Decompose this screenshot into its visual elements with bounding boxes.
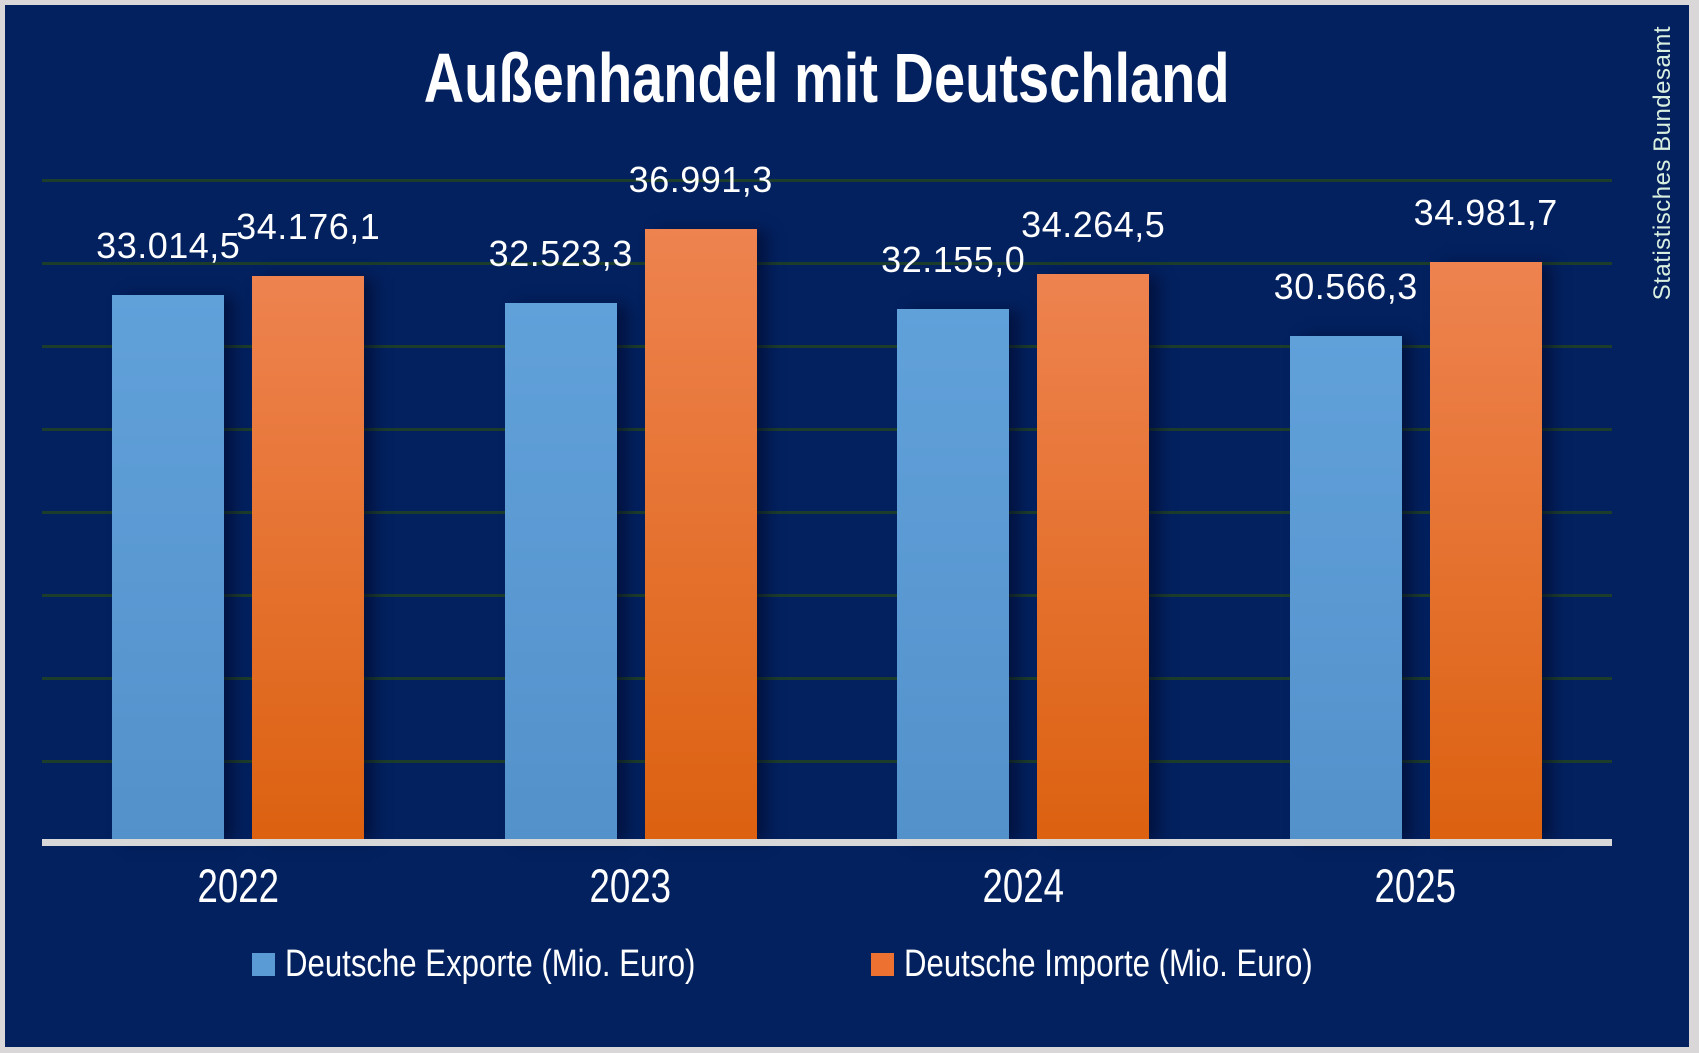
legend-item-imports: Deutsche Importe (Mio. Euro) — [871, 943, 1402, 986]
x-axis-labels: 2022 2023 2024 2025 — [42, 858, 1612, 913]
bar-value-label-export-2024: 32.155,0 — [881, 239, 1026, 281]
x-axis-label-2023: 2023 — [435, 858, 828, 913]
plot-area: 33.014,5 34.176,1 32.523,3 36.991,3 32.1… — [42, 159, 1613, 843]
bar-export-2023: 32.523,3 — [489, 233, 632, 843]
bar-groups: 33.014,5 34.176,1 32.523,3 36.991,3 32.1… — [42, 159, 1613, 843]
legend-swatch-exports-icon — [251, 953, 275, 976]
bar-value-label-import-2024: 34.264,5 — [1021, 204, 1166, 246]
bar-import-2022: 34.176,1 — [236, 206, 380, 843]
x-axis-label-text: 2025 — [1374, 859, 1457, 912]
bar-export-2024: 32.155,0 — [881, 239, 1025, 843]
bar-group-2024: 32.155,0 34.264,5 — [827, 179, 1220, 843]
bar-export-2025: 30.566,3 — [1274, 266, 1417, 843]
bar-group-2023: 32.523,3 36.991,3 — [435, 159, 828, 843]
legend-label-exports-text: Deutsche Exporte (Mio. Euro) — [284, 943, 695, 985]
bar-value-label-import-2022: 34.176,1 — [236, 205, 381, 247]
bar-import-2023: 36.991,3 — [629, 159, 772, 843]
x-axis-line — [42, 839, 1612, 846]
x-axis-label-text: 2022 — [197, 859, 280, 912]
bar-value-label-export-2023: 32.523,3 — [488, 233, 633, 275]
gridline — [42, 594, 1612, 597]
x-axis-label-2022: 2022 — [42, 858, 435, 913]
gridline — [42, 511, 1612, 514]
bar-import-2025: 34.981,7 — [1414, 192, 1557, 843]
x-axis-label-2025: 2025 — [1220, 858, 1613, 913]
bar-value-label-export-2025: 30.566,3 — [1273, 265, 1418, 307]
gridline — [42, 262, 1612, 265]
chart-title: Außenhandel mit Deutschland — [42, 38, 1612, 118]
bar-import-2024: 34.264,5 — [1021, 204, 1165, 843]
bar-value-label-import-2025: 34.981,7 — [1413, 192, 1558, 234]
chart-title-text: Außenhandel mit Deutschland — [424, 39, 1230, 117]
legend-label-exports: Deutsche Exporte (Mio. Euro) — [285, 943, 786, 986]
gridline — [42, 179, 1612, 182]
legend-swatch-imports-icon — [871, 953, 895, 976]
bar-group-2025: 30.566,3 34.981,7 — [1220, 179, 1613, 843]
gridline — [42, 760, 1612, 763]
bar-export-2022: 33.014,5 — [96, 225, 240, 843]
gridline — [42, 345, 1612, 348]
gridline — [42, 677, 1612, 680]
bar-value-label-import-2023: 36.991,3 — [628, 158, 773, 200]
bar-value-label-export-2022: 33.014,5 — [96, 225, 241, 266]
x-axis-label-2024: 2024 — [827, 858, 1220, 913]
legend: Deutsche Exporte (Mio. Euro) Deutsche Im… — [42, 943, 1612, 986]
x-axis-label-text: 2024 — [982, 859, 1065, 912]
legend-label-imports-text: Deutsche Importe (Mio. Euro) — [904, 943, 1313, 985]
source-vertical-label: Statistisches Bundesamt — [1649, 26, 1676, 301]
gridline — [42, 428, 1612, 431]
legend-item-exports: Deutsche Exporte (Mio. Euro) — [251, 943, 786, 986]
bar-group-2022: 33.014,5 34.176,1 — [42, 179, 435, 843]
legend-label-imports: Deutsche Importe (Mio. Euro) — [904, 943, 1402, 986]
x-axis-label-text: 2023 — [589, 859, 672, 912]
